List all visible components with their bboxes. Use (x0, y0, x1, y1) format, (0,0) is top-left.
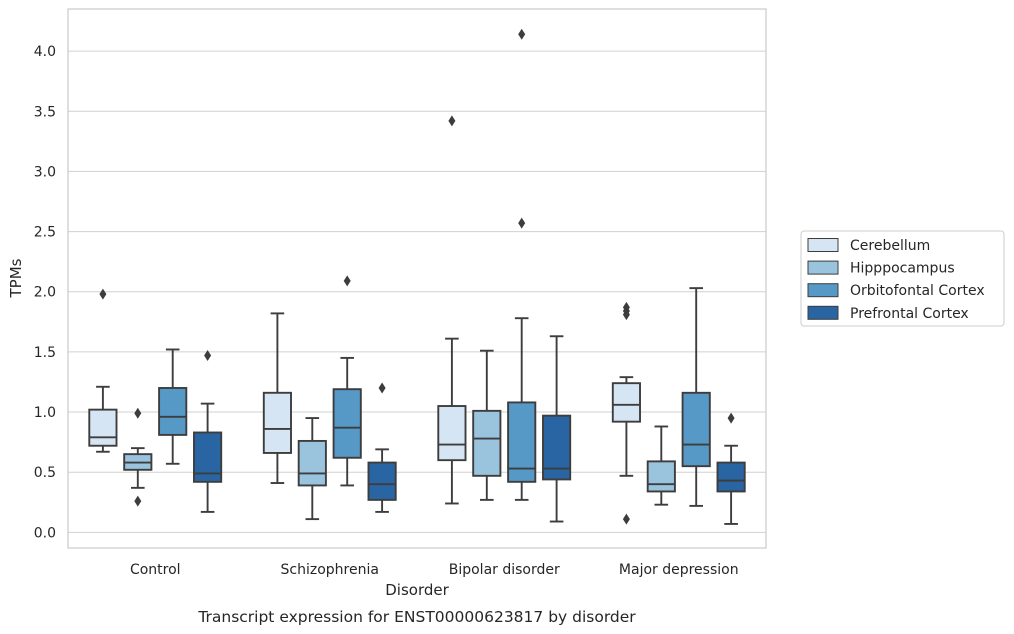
box-group (507, 28, 537, 501)
box-group (646, 425, 676, 506)
box-group (472, 349, 502, 501)
y-tick-label: 0.5 (34, 465, 56, 481)
x-tick-label: Control (130, 562, 181, 578)
outlier-point (448, 115, 456, 127)
legend-swatch (807, 283, 839, 298)
y-tick-label: 2.5 (34, 225, 56, 241)
box (88, 408, 118, 447)
legend-swatch (807, 260, 839, 275)
box-group (158, 348, 188, 465)
outlier-point (518, 217, 526, 229)
y-tick-label: 0.0 (34, 525, 56, 541)
legend-item: Cerebellum (807, 238, 930, 254)
plot-boxes (88, 28, 746, 525)
y-tick-label: 1.5 (34, 345, 56, 361)
x-tick-label: Major depression (619, 562, 739, 578)
legend-label: Orbitofontal Cortex (850, 283, 985, 299)
legend-item: Orbitofontal Cortex (807, 283, 985, 299)
legend-label: Hipppocampus (850, 261, 955, 277)
outlier-point (99, 288, 107, 300)
box (297, 439, 327, 487)
box (542, 414, 572, 481)
y-tick-label: 1.0 (34, 405, 56, 421)
y-tick-label: 3.0 (34, 164, 56, 180)
x-axis-ticks: Control Schizophrenia Bipolar disorder Majo… (130, 562, 739, 578)
legend-label: Cerebellum (850, 238, 930, 254)
box (332, 388, 362, 459)
box (611, 382, 641, 423)
box (716, 461, 746, 493)
plot-frame (67, 8, 767, 549)
outlier-point (622, 301, 630, 313)
y-axis-label: TPMs (7, 258, 25, 298)
box (507, 401, 537, 483)
outlier-point (518, 28, 526, 40)
chart-caption: Transcript expression for ENST0000062381… (197, 608, 636, 626)
box (193, 431, 223, 483)
legend-item: Prefrontal Cortex (807, 305, 969, 322)
y-tick-label: 4.0 (34, 44, 56, 60)
box-group (437, 115, 467, 505)
box-group (367, 382, 397, 513)
legend: Cerebellum Hipppocampus Orbitofontal Corte… (800, 230, 1005, 327)
box-group (716, 412, 746, 525)
box (646, 460, 676, 493)
box (681, 391, 711, 468)
box-group (611, 301, 641, 525)
y-axis-ticks: 0.0 0.5 1.0 1.5 2.0 2.5 3.0 3.5 4.0 (34, 44, 56, 541)
y-tick-label: 2.0 (34, 285, 56, 301)
box (367, 461, 397, 501)
box-group (297, 417, 327, 521)
box-group (193, 350, 223, 513)
legend-item: Hipppocampus (807, 260, 955, 277)
legend-swatch (807, 305, 839, 320)
box-group (123, 407, 153, 507)
box (158, 387, 188, 436)
outlier-point (622, 513, 630, 525)
outlier-point (727, 412, 735, 424)
outlier-point (134, 407, 142, 419)
x-tick-label: Bipolar disorder (449, 562, 560, 578)
box-group (332, 275, 362, 487)
legend-frame (800, 230, 1005, 327)
outlier-point (378, 382, 386, 394)
outlier-point (134, 495, 142, 507)
legend-label: Prefrontal Cortex (850, 306, 969, 322)
box-group (88, 288, 118, 453)
box (472, 409, 502, 477)
box (262, 391, 292, 454)
box-group (681, 287, 711, 507)
x-axis-label: Disorder (385, 581, 449, 599)
box-group (542, 335, 572, 523)
box-group (262, 312, 292, 484)
x-tick-label: Schizophrenia (281, 562, 379, 578)
box (437, 405, 467, 462)
legend-swatch (807, 238, 839, 252)
y-tick-label: 3.5 (34, 104, 56, 120)
outlier-point (204, 350, 212, 361)
outlier-point (343, 275, 351, 287)
